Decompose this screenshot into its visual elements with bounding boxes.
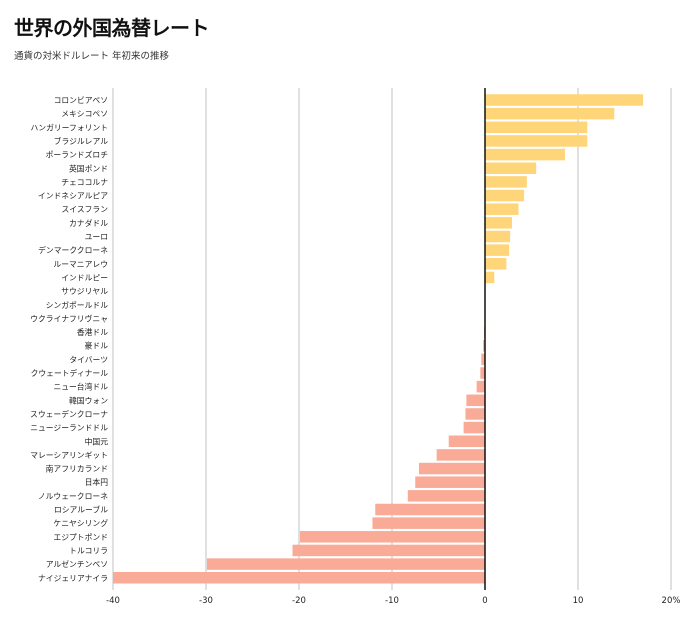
category-label-23: スウェーデンクローナ: [30, 409, 108, 419]
bar-35: [113, 572, 485, 584]
category-label-27: 南アフリカランド: [46, 464, 108, 474]
category-label-0: コロンビアペソ: [54, 96, 108, 105]
category-label-10: ユーロ: [85, 233, 108, 242]
category-label-28: 日本円: [85, 477, 109, 487]
category-label-31: ケニヤシリング: [53, 518, 108, 528]
category-label-13: インドルピー: [61, 273, 108, 282]
bar-21: [476, 380, 485, 393]
bar-27: [418, 462, 485, 475]
bar-13: [485, 271, 495, 284]
bar-22: [466, 394, 485, 407]
category-label-8: スイスフラン: [61, 205, 108, 214]
bar-3: [485, 135, 588, 147]
bar-26: [436, 449, 485, 461]
category-label-1: メキシコペソ: [61, 110, 108, 119]
bar-6: [485, 176, 527, 188]
bar-32: [299, 531, 485, 543]
x-tick-label-6: 20%: [662, 596, 681, 606]
bar-19: [481, 353, 485, 366]
category-label-14: サウジリヤル: [61, 287, 108, 296]
bar-11: [485, 244, 510, 256]
bar-29: [407, 490, 485, 502]
category-label-20: クウェートディナール: [31, 368, 109, 378]
category-label-11: デンマーククローネ: [38, 245, 108, 255]
category-label-2: ハンガリーフォリント: [31, 122, 109, 132]
category-label-15: シンガポールドル: [46, 300, 109, 310]
category-label-30: ロシアルーブル: [54, 505, 108, 515]
bar-30: [375, 503, 485, 516]
x-tick-label-3: -10: [385, 596, 399, 606]
bar-23: [465, 408, 485, 420]
bar-34: [206, 558, 485, 570]
bar-33: [292, 544, 485, 557]
bar-9: [485, 217, 512, 229]
category-label-7: インドネシアルピア: [38, 192, 108, 201]
x-tick-label-5: 10: [573, 596, 584, 606]
bar-28: [415, 476, 485, 488]
bar-2: [485, 121, 588, 134]
category-label-26: マレーシアリンギット: [30, 451, 108, 460]
chart-subtitle: 通貨の対米ドルレート 年初来の推移: [14, 51, 170, 62]
category-label-16: ウクライナフリヴニャ: [30, 313, 108, 323]
bar-12: [485, 258, 507, 270]
bar-25: [448, 435, 485, 447]
x-tick-label-1: -30: [199, 596, 213, 606]
category-label-22: 韓国ウォン: [69, 395, 108, 405]
category-label-18: 豪ドル: [85, 341, 109, 351]
category-label-17: 香港ドル: [77, 327, 108, 337]
category-label-12: ルーマニアレウ: [53, 260, 108, 269]
bar-8: [485, 203, 519, 215]
bar-4: [485, 148, 565, 161]
category-label-34: アルゼンチンペソ: [46, 559, 108, 569]
category-label-25: 中国元: [85, 436, 109, 446]
category-label-3: ブラジルレアル: [54, 136, 109, 146]
category-label-9: カナダドル: [69, 218, 108, 228]
bar-20: [480, 367, 485, 379]
bar-10: [485, 230, 511, 243]
chart-title: 世界の外国為替レート: [14, 16, 210, 40]
bar-1: [485, 107, 615, 120]
category-label-24: ニュージーランドドル: [30, 424, 108, 433]
category-label-33: トルコリラ: [69, 546, 108, 555]
category-label-6: チェココルナ: [61, 178, 108, 187]
x-tick-label-0: -40: [106, 596, 120, 606]
category-label-19: タイバーツ: [69, 355, 108, 364]
category-label-5: 英国ポンド: [69, 163, 108, 173]
category-label-29: ノルウェークローネ: [38, 492, 108, 501]
x-tick-label-4: 0: [482, 596, 487, 606]
category-label-4: ポーランドズロチ: [46, 150, 109, 160]
x-tick-label-2: -20: [292, 596, 306, 606]
bar-24: [463, 421, 485, 434]
category-label-21: ニュー台湾ドル: [53, 382, 108, 392]
bar-31: [372, 517, 485, 529]
bar-5: [485, 162, 537, 174]
bar-0: [485, 94, 644, 106]
bar-7: [485, 189, 525, 202]
bar-18: [483, 339, 485, 352]
category-label-35: ナイジェリアナイラ: [38, 574, 108, 583]
category-label-32: エジプトポンド: [53, 533, 108, 542]
